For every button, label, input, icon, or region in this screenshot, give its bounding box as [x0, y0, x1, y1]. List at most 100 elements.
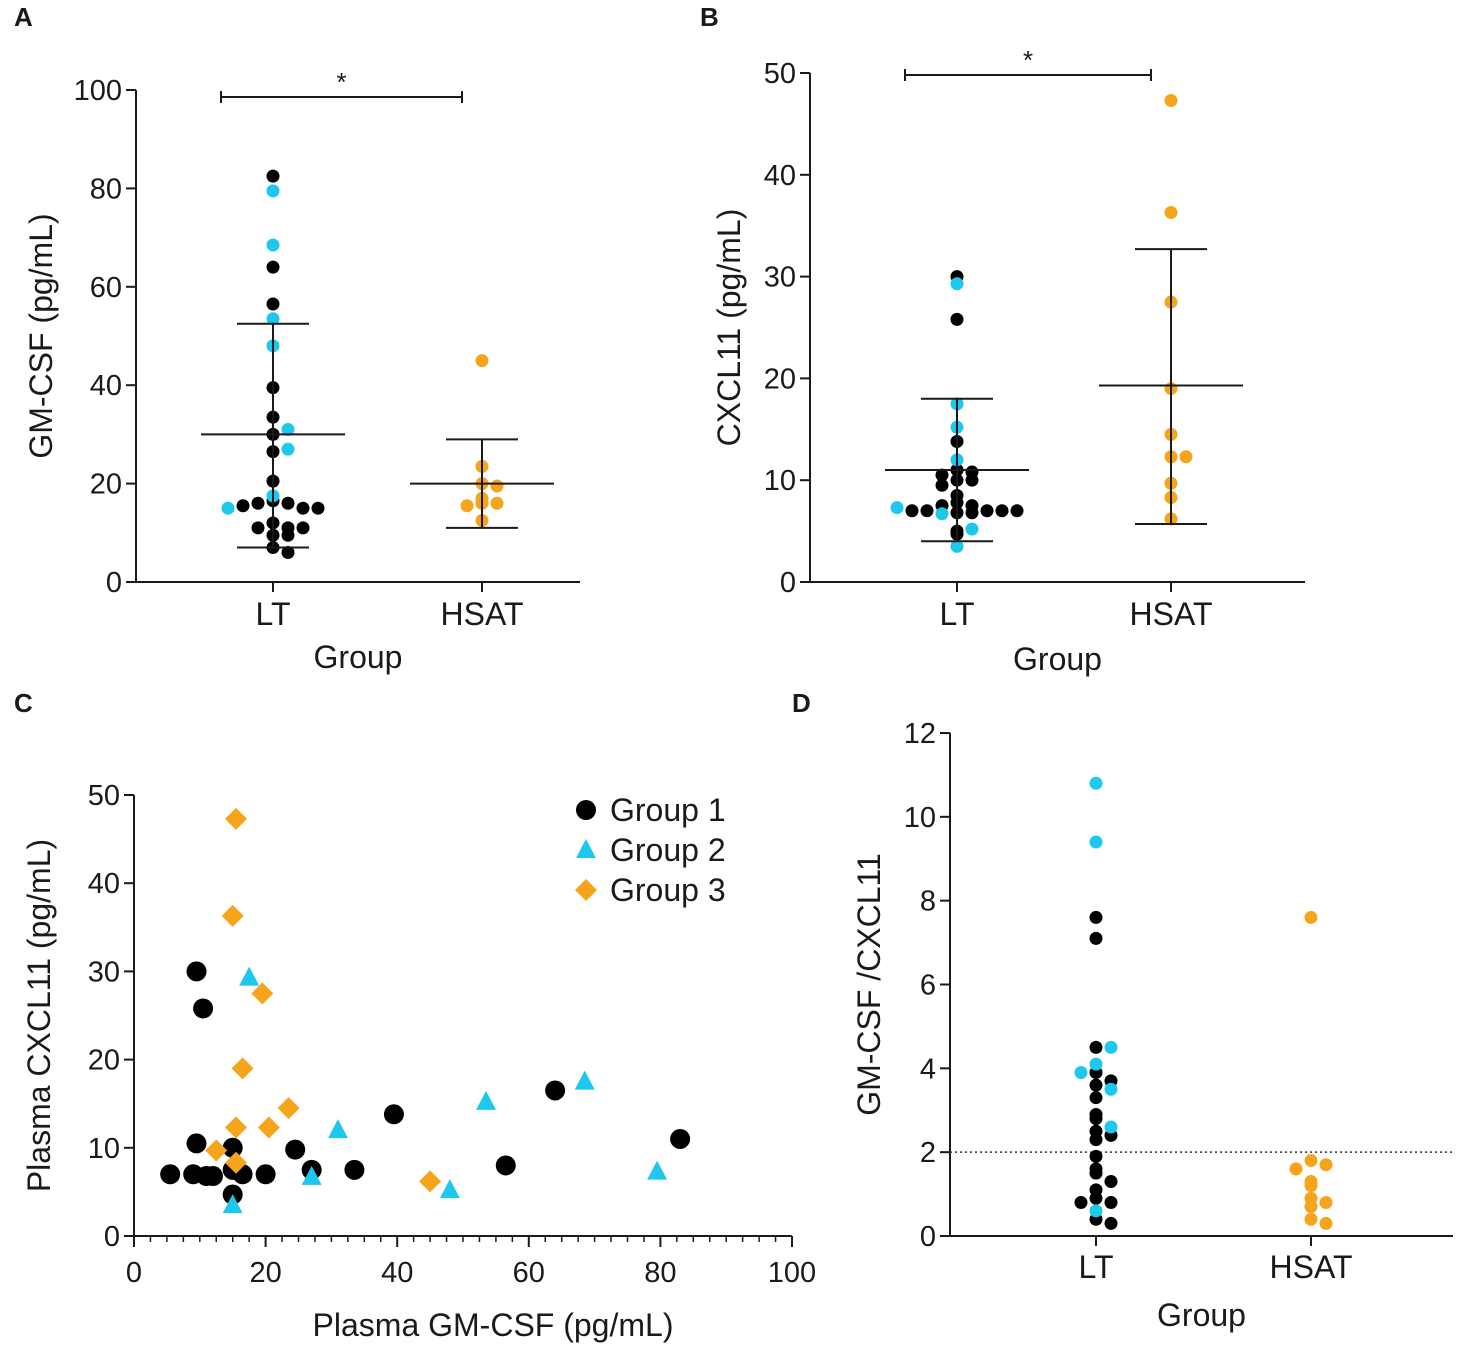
x-category-label: HSAT: [441, 596, 524, 632]
y-tick-label: 8: [920, 886, 936, 918]
data-point-group-1: [1089, 1149, 1103, 1163]
y-axis-title: GM-CSF (pg/mL): [23, 213, 59, 458]
data-point-group-3: [1304, 910, 1318, 924]
data-point-group-1: [1089, 1091, 1103, 1105]
data-point-group-2: [266, 238, 280, 252]
data-point-group-1: [281, 528, 295, 542]
data-point-group-2: [1089, 1057, 1103, 1071]
data-point-group-3: [221, 904, 244, 927]
data-point-group-2: [476, 1090, 497, 1110]
data-point-group-2: [1104, 1082, 1118, 1096]
data-point-group-1: [1089, 1040, 1103, 1054]
x-category-label: HSAT: [1270, 1249, 1353, 1285]
significance-star: *: [1023, 45, 1033, 75]
data-point-group-1: [266, 169, 280, 183]
x-category-label: HSAT: [1130, 596, 1213, 632]
data-point-group-1: [266, 297, 280, 311]
data-point-group-3: [490, 479, 504, 493]
data-point-group-1: [935, 478, 949, 492]
data-point-group-1: [281, 496, 295, 510]
panel-a: A 0 20 40 60 80 100 GM-CSF (pg/mL) LT HSAT Group *: [14, 2, 580, 675]
data-point-group-2: [439, 1179, 460, 1199]
data-point-group-2: [1074, 1066, 1088, 1080]
data-point-group-2: [1089, 835, 1103, 849]
data-point-group-1: [1010, 504, 1024, 518]
y-tick-label: 0: [780, 567, 796, 599]
data-point-group-1: [296, 521, 310, 535]
data-point-group-1: [251, 521, 265, 535]
data-point-group-3: [1304, 1179, 1318, 1193]
data-point-group-2: [950, 277, 964, 291]
data-point-group-2: [327, 1119, 348, 1139]
data-point-group-1: [296, 501, 310, 515]
data-point-group-1: [995, 504, 1009, 518]
data-point-group-3: [1319, 1195, 1333, 1209]
data-point-group-3: [1319, 1216, 1333, 1230]
data-point-group-3: [251, 982, 274, 1005]
x-axis-title: Group: [1157, 1297, 1246, 1333]
x-category-label: LT: [256, 596, 291, 632]
legend-marker-group-2: [576, 839, 596, 858]
data-point-group-3: [475, 354, 489, 368]
data-point-group-1: [1104, 1195, 1118, 1209]
data-point-group-1: [1089, 1112, 1103, 1126]
data-point-group-2: [950, 539, 964, 553]
data-point-group-3: [224, 1116, 247, 1139]
data-point-group-1: [266, 260, 280, 274]
y-tick-label: 50: [764, 58, 796, 90]
x-tick-label: 60: [513, 1257, 545, 1289]
y-tick-label: 10: [764, 465, 796, 497]
data-point-group-1: [1089, 1191, 1103, 1205]
data-point-group-1: [545, 1080, 566, 1101]
data-point-group-1: [920, 504, 934, 518]
y-tick-label: 0: [106, 567, 122, 599]
data-point-group-2: [647, 1160, 668, 1180]
data-point-group-3: [460, 499, 474, 513]
x-tick-label: 100: [768, 1257, 816, 1289]
x-axis-title: Group: [1013, 641, 1102, 677]
panel-b: B 0 10 20 30 40 50 CXCL11 (pg/mL) LT HSAT Group *: [700, 2, 1305, 677]
panel-d: D 0 2 4 6 8 10 12 GM-CSF /CXCL11 LT HSAT Group: [792, 688, 1453, 1333]
panel-letter: C: [14, 688, 33, 718]
data-point-group-1: [1089, 1078, 1103, 1092]
y-tick-label: 40: [90, 370, 122, 402]
data-point-group-2: [1089, 776, 1103, 790]
data-point-group-3: [231, 1057, 254, 1080]
legend-marker-group-1: [576, 800, 596, 820]
data-point-group-1: [1089, 910, 1103, 924]
data-point-group-3: [257, 1116, 280, 1139]
data-point-group-2: [301, 1165, 322, 1185]
data-point-group-1: [255, 1164, 276, 1185]
data-point-group-1: [670, 1128, 691, 1149]
x-tick-label: 40: [381, 1257, 413, 1289]
data-point-group-2: [266, 184, 280, 198]
data-point-group-1: [965, 473, 979, 487]
data-point-group-3: [1304, 1154, 1318, 1168]
data-point-group-2: [1104, 1120, 1118, 1134]
y-axis-title: GM-CSF /CXCL11: [851, 853, 887, 1116]
x-category-label: LT: [1079, 1249, 1114, 1285]
y-tick-label: 100: [74, 75, 122, 107]
data-point-group-1: [965, 506, 979, 520]
panel-letter: D: [792, 688, 811, 718]
x-axis-title: Group: [314, 639, 403, 675]
significance-star: *: [336, 67, 346, 97]
y-tick-label: 4: [920, 1053, 936, 1085]
data-point-group-3: [1164, 205, 1178, 219]
legend-marker-group-3: [575, 879, 597, 901]
y-tick-label: 6: [920, 970, 936, 1002]
data-point-group-1: [1104, 1216, 1118, 1230]
data-point-group-1: [186, 1133, 207, 1154]
y-tick-label: 60: [90, 272, 122, 304]
data-point-group-1: [495, 1155, 516, 1176]
y-tick-label: 10: [904, 802, 936, 834]
y-tick-label: 0: [920, 1221, 936, 1253]
data-point-group-2: [281, 422, 295, 436]
data-point-group-1: [950, 312, 964, 326]
data-point-group-1: [1089, 931, 1103, 945]
y-tick-label: 2: [920, 1137, 936, 1169]
data-point-group-2: [221, 501, 235, 515]
data-point-group-1: [285, 1139, 306, 1160]
y-tick-label: 20: [88, 1045, 120, 1077]
data-point-group-2: [239, 966, 260, 986]
